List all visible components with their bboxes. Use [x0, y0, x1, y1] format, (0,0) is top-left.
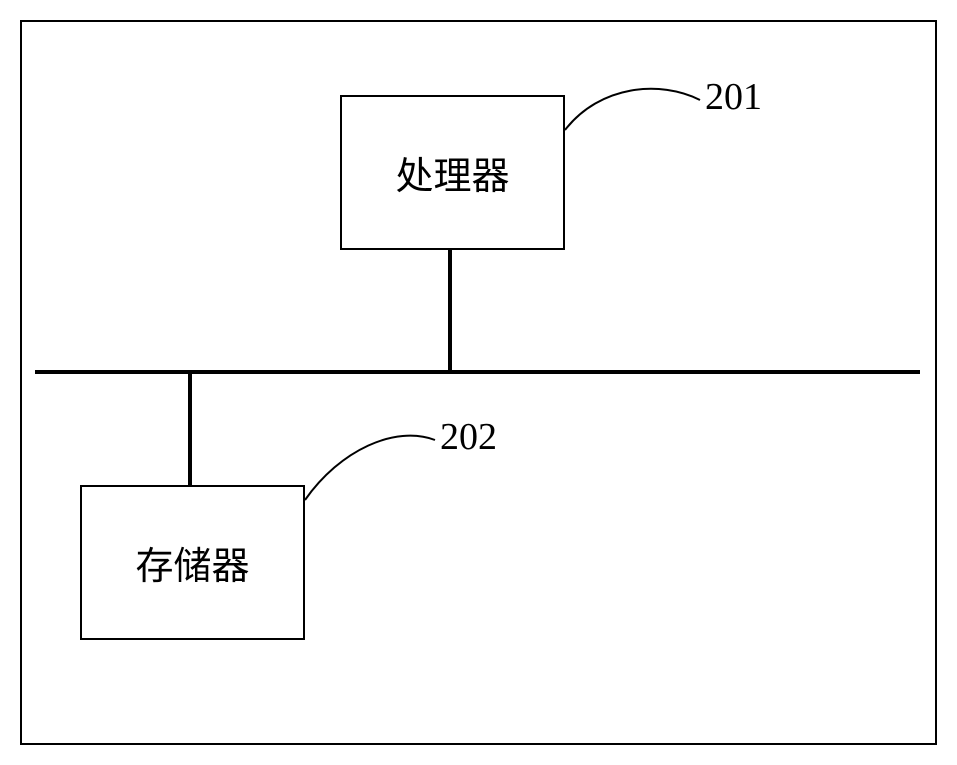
memory-leader-line: [0, 0, 957, 765]
